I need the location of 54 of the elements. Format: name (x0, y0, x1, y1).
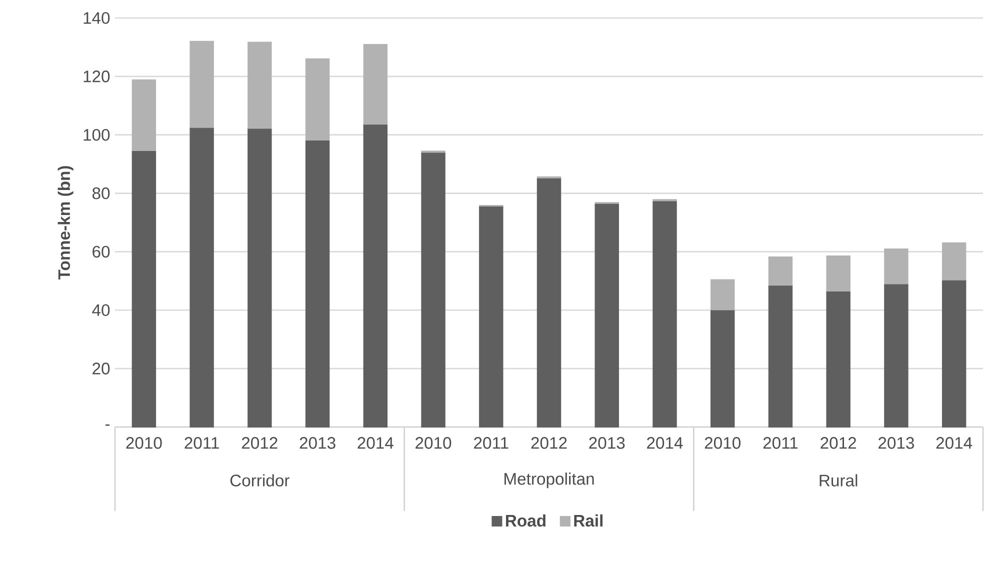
bar (652, 201, 677, 428)
y-tick-label: 20 (92, 362, 110, 374)
bar (305, 140, 330, 428)
bar (942, 280, 966, 428)
legend-label: Rail (574, 514, 602, 527)
bar (594, 204, 619, 428)
y-tick-label: 120 (84, 70, 110, 82)
x-tick-label: 2010 (704, 437, 740, 449)
x-tick-label: 2010 (416, 437, 452, 449)
x-tick-label: 2013 (589, 437, 625, 449)
x-tick-label: 2014 (647, 437, 683, 449)
x-tick-label: 2013 (300, 437, 336, 449)
text: Metropolitan (504, 472, 594, 488)
x-tick-label: 2014 (358, 437, 394, 449)
x-tick-label: 2012 (531, 437, 567, 449)
x-tick-label: 2013 (878, 437, 914, 449)
text: Corridor (230, 474, 290, 486)
bar (248, 128, 272, 428)
bar (884, 284, 908, 428)
x-tick-label: 2011 (763, 437, 798, 449)
bar (305, 58, 330, 142)
y-tick-label: 80 (92, 187, 110, 200)
x-tick-label: 2012 (242, 437, 278, 449)
bar (536, 178, 562, 428)
y-tick-label: 60 (92, 246, 110, 258)
bar (710, 279, 735, 312)
y-axis-title: Tonne-km (bn) (58, 166, 74, 280)
bar (768, 256, 793, 287)
bar (132, 79, 156, 152)
bar (190, 128, 214, 428)
x-tick-label: 2011 (184, 437, 219, 449)
x-tick-label: 2012 (820, 437, 856, 449)
bar (826, 256, 850, 293)
x-tick-label: 2014 (936, 437, 972, 449)
y-tick-label: - (105, 424, 110, 426)
y-tick-label: 140 (84, 12, 110, 24)
bar (884, 248, 908, 286)
bar (421, 152, 446, 428)
bar (190, 40, 214, 129)
y-tick-label: 40 (92, 304, 110, 316)
bar (710, 310, 735, 428)
bar (479, 206, 504, 428)
bar (132, 150, 156, 428)
bar (942, 242, 966, 282)
text: Rural (820, 474, 858, 486)
x-tick-label: 2011 (474, 437, 508, 449)
y-tick-label: 100 (84, 128, 110, 141)
legend-label: Road (506, 514, 546, 527)
bar (363, 124, 388, 428)
bar (768, 286, 793, 428)
x-tick-label: 2010 (126, 437, 162, 449)
bar (363, 44, 388, 126)
bar (248, 42, 272, 130)
bar (826, 291, 850, 428)
